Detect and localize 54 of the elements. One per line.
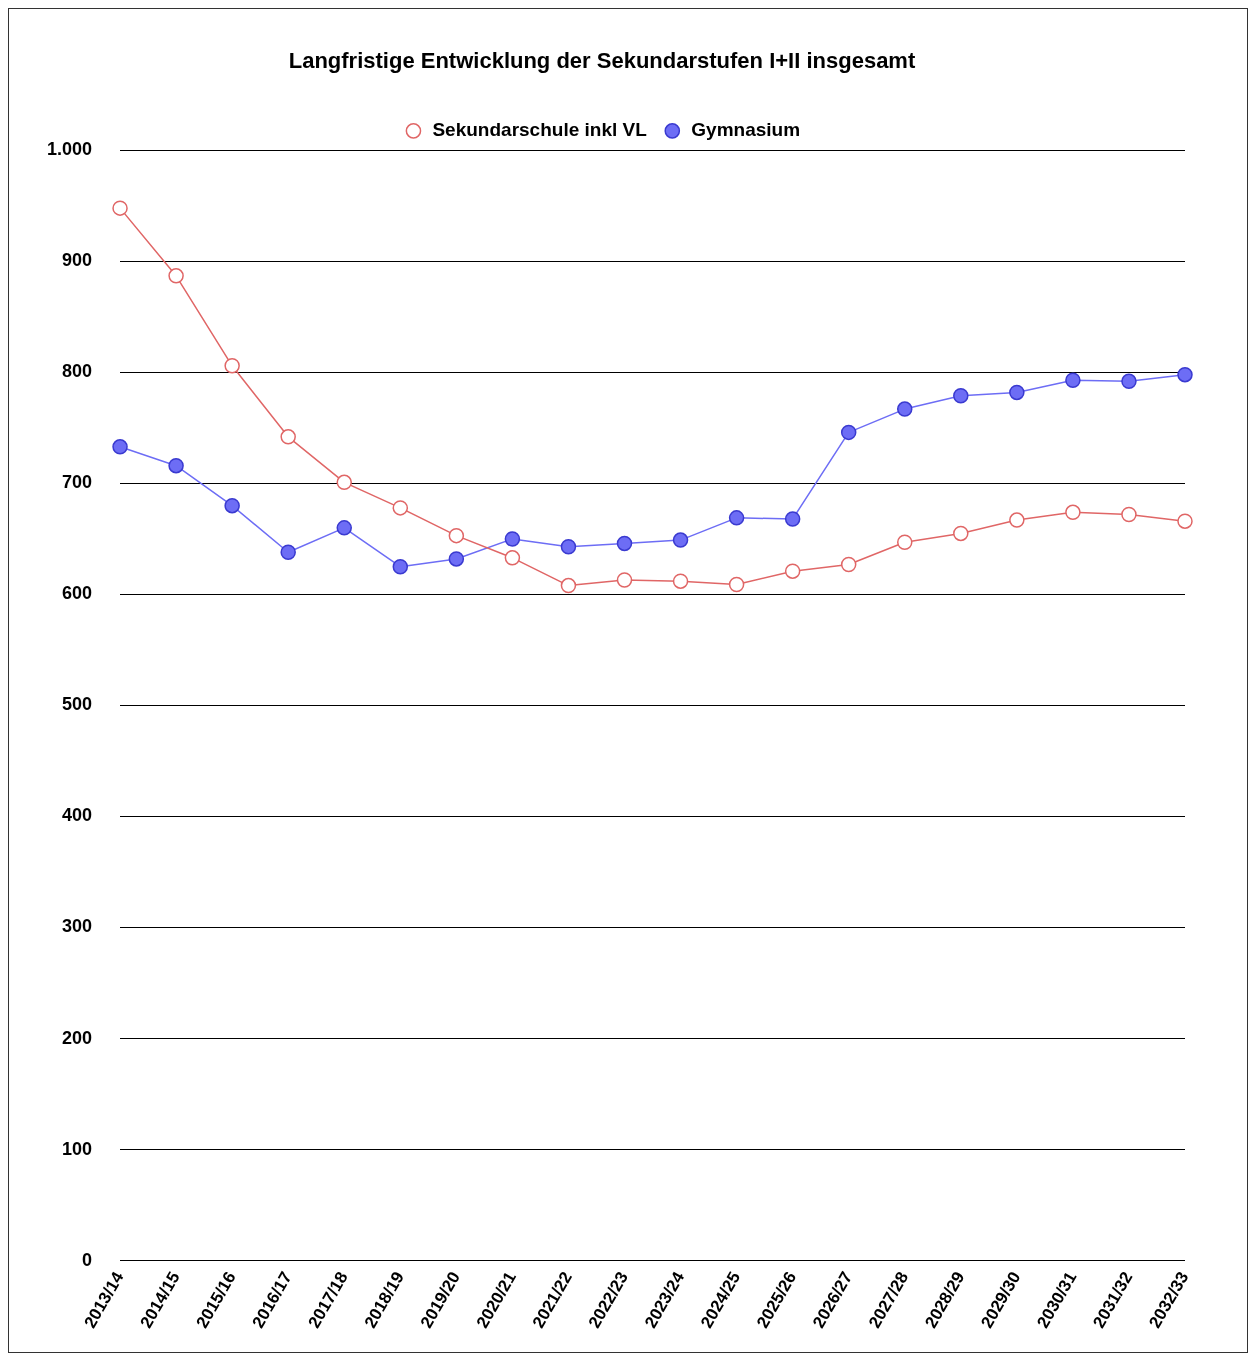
point (112, 439, 128, 455)
point (448, 551, 465, 567)
point (336, 520, 352, 536)
point (504, 531, 521, 547)
point (1121, 373, 1137, 390)
y-tick-label: 500 (62, 694, 93, 715)
point (953, 388, 969, 404)
point (1177, 513, 1193, 529)
y-tick-label: 1.000 (47, 139, 93, 160)
point (1177, 366, 1193, 383)
y-tick-label: 200 (62, 1027, 93, 1048)
y-tick-label: 700 (62, 472, 93, 493)
point (953, 525, 969, 542)
point (448, 527, 465, 544)
point (672, 573, 689, 589)
point (392, 500, 409, 516)
point (112, 200, 128, 216)
point (1121, 506, 1137, 523)
point (672, 532, 689, 548)
point (224, 358, 240, 374)
point (1009, 512, 1025, 528)
point (504, 550, 521, 566)
y-tick-label: 100 (62, 1138, 93, 1159)
point (616, 535, 633, 552)
y-tick-label: 600 (62, 583, 93, 604)
point (840, 424, 857, 441)
point (392, 558, 409, 575)
point (1065, 372, 1081, 388)
y-tick-label: 300 (62, 916, 93, 937)
point (1009, 384, 1025, 401)
y-tick-label: 800 (62, 361, 93, 382)
point (168, 268, 184, 284)
point (784, 563, 801, 579)
y-tick-label: 900 (62, 250, 93, 271)
point (168, 457, 184, 474)
y-tick-label: 0 (82, 1249, 93, 1270)
legend-label: Sekundarschule inkl VL (432, 119, 648, 141)
point (897, 401, 913, 417)
point (784, 511, 801, 527)
point (336, 474, 352, 491)
point (280, 429, 296, 445)
point (560, 577, 577, 594)
point (728, 510, 745, 526)
point (224, 497, 240, 514)
point (1065, 504, 1081, 521)
point (897, 534, 913, 551)
legend-label: Gymnasium (691, 119, 801, 141)
point (728, 576, 745, 593)
point (280, 544, 296, 561)
point (840, 556, 857, 573)
point (616, 572, 633, 588)
chart-title: Langfristige Entwicklung der Sekundarstufen I+II insgesamt (288, 48, 916, 74)
y-tick-label: 400 (62, 805, 93, 826)
point (560, 538, 577, 555)
